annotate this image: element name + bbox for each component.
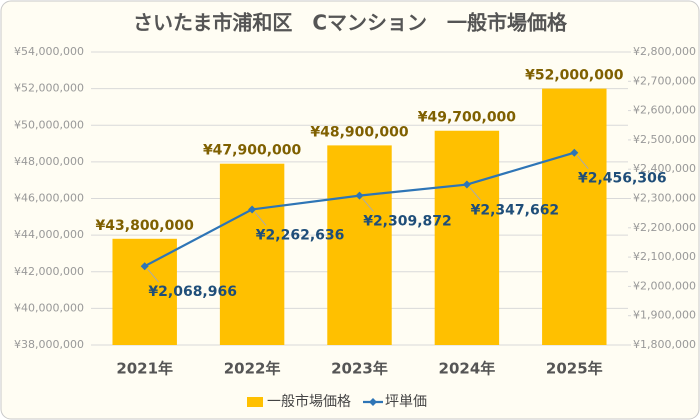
y-tick-label: ¥44,000,000 bbox=[14, 228, 84, 241]
line-marker bbox=[140, 262, 149, 271]
y2-tick-label: ¥2,400,000 bbox=[633, 162, 696, 175]
y2-tick-label: ¥2,600,000 bbox=[633, 104, 696, 117]
y2-tick-label: ¥1,900,000 bbox=[633, 309, 696, 322]
chart-title: さいたま市浦和区 Cマンション 一般市場価格 bbox=[133, 11, 568, 35]
y-tick-label: ¥50,000,000 bbox=[14, 118, 84, 131]
y2-tick-label: ¥2,100,000 bbox=[633, 250, 696, 263]
y-tick-label: ¥42,000,000 bbox=[14, 265, 84, 278]
bar-value-label: ¥47,900,000 bbox=[203, 143, 302, 159]
line-value-label: ¥2,456,306 bbox=[578, 171, 667, 187]
bar bbox=[542, 88, 607, 345]
line-value-label: ¥2,309,872 bbox=[363, 214, 452, 230]
x-tick-label: 2021年 bbox=[116, 360, 173, 378]
x-tick-label: 2025年 bbox=[546, 360, 603, 378]
line-marker bbox=[248, 205, 257, 214]
line-value-label: ¥2,068,966 bbox=[148, 284, 237, 300]
bar bbox=[434, 130, 500, 345]
y2-tick-label: ¥2,300,000 bbox=[633, 192, 696, 205]
line-marker bbox=[355, 191, 364, 200]
line-marker bbox=[570, 148, 579, 157]
line-value-label: ¥2,262,636 bbox=[256, 227, 345, 243]
leader-line bbox=[576, 155, 589, 170]
leader-line bbox=[362, 198, 374, 212]
y2-tick-label: ¥1,800,000 bbox=[633, 338, 696, 351]
y2-tick-label: ¥2,700,000 bbox=[633, 74, 696, 87]
x-tick-label: 2024年 bbox=[439, 360, 496, 378]
y2-tick-label: ¥2,200,000 bbox=[633, 221, 696, 234]
y-tick-label: ¥40,000,000 bbox=[14, 301, 84, 314]
legend-label: 坪単価 bbox=[385, 394, 427, 410]
y-tick-label: ¥54,000,000 bbox=[14, 45, 84, 58]
y2-tick-label: ¥2,800,000 bbox=[633, 45, 696, 58]
legend-swatch bbox=[247, 397, 263, 407]
y-tick-label: ¥52,000,000 bbox=[14, 82, 84, 95]
legend-label: 一般市場価格 bbox=[267, 393, 351, 410]
y2-tick-label: ¥2,000,000 bbox=[633, 279, 696, 292]
leader-line bbox=[147, 268, 160, 283]
x-tick-label: 2023年 bbox=[331, 360, 388, 378]
bar-value-label: ¥48,900,000 bbox=[310, 124, 409, 140]
y2-tick-label: ¥2,500,000 bbox=[633, 133, 696, 146]
leader-line bbox=[254, 212, 267, 226]
bar bbox=[112, 238, 177, 345]
line-marker bbox=[462, 180, 471, 189]
y-tick-label: ¥46,000,000 bbox=[14, 192, 84, 205]
bar-value-label: ¥49,700,000 bbox=[418, 110, 517, 126]
x-tick-label: 2022年 bbox=[224, 360, 281, 378]
leader-line bbox=[469, 187, 482, 201]
legend-swatch bbox=[369, 398, 377, 406]
bar-value-label: ¥43,800,000 bbox=[96, 218, 195, 234]
line-value-label: ¥2,347,662 bbox=[471, 203, 560, 219]
bar bbox=[219, 163, 285, 345]
bar-value-label: ¥52,000,000 bbox=[525, 68, 624, 84]
y-tick-label: ¥48,000,000 bbox=[14, 155, 84, 168]
bar bbox=[327, 145, 392, 345]
y-tick-label: ¥38,000,000 bbox=[14, 338, 84, 351]
